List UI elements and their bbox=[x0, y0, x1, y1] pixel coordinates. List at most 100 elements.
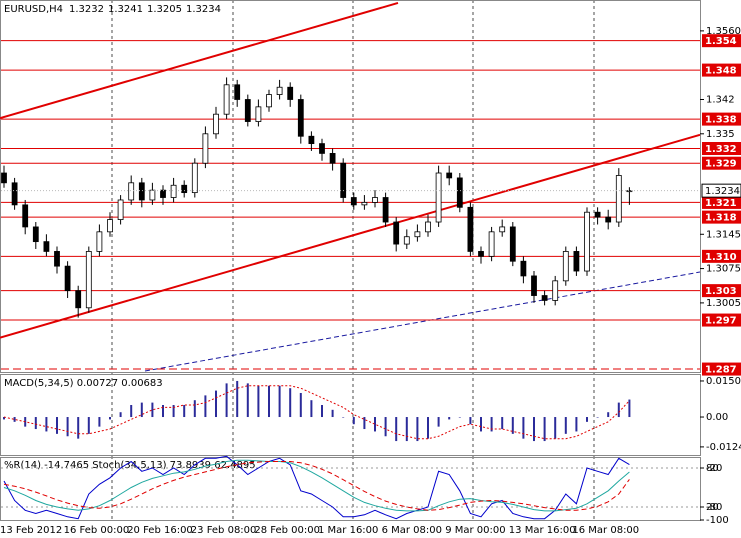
indicator-line bbox=[3, 455, 630, 520]
x-tick-label: 20 Feb 16:00 bbox=[127, 525, 193, 536]
macd-bar bbox=[628, 399, 631, 418]
candle-body bbox=[562, 251, 569, 282]
macd-bar bbox=[151, 402, 154, 418]
candle-body bbox=[350, 197, 357, 206]
candle-body bbox=[244, 99, 251, 122]
high-value: 1.3241 bbox=[108, 4, 143, 15]
y-tick-label: -100 bbox=[706, 515, 729, 526]
candle-body bbox=[170, 184, 177, 198]
candle-body bbox=[223, 84, 230, 115]
y-tick-label: -0.01243 bbox=[706, 442, 741, 453]
candle-body bbox=[340, 162, 347, 198]
macd-bar bbox=[607, 412, 610, 418]
macd-bar bbox=[395, 417, 398, 442]
macd-bar bbox=[34, 417, 37, 430]
macd-bar bbox=[511, 417, 514, 434]
symbol: EURUSD,H4 bbox=[4, 4, 63, 15]
x-tick-label: 16 Feb 00:00 bbox=[64, 525, 130, 536]
x-tick-label: 13 Mar 16:00 bbox=[509, 525, 576, 536]
candle-body bbox=[96, 231, 103, 252]
candle-body bbox=[594, 211, 601, 218]
price-level-box bbox=[702, 34, 741, 48]
candle-body bbox=[255, 106, 262, 122]
price-level-box bbox=[702, 313, 741, 327]
macd-bar bbox=[45, 417, 48, 432]
macd-bar bbox=[437, 417, 440, 427]
price-level-box bbox=[702, 63, 741, 77]
candle-body bbox=[54, 251, 60, 267]
y-tick-label: 1.3005 bbox=[706, 298, 741, 309]
candle-body bbox=[234, 84, 241, 100]
price-level-box bbox=[702, 142, 741, 156]
y-tick-label: 1.342 bbox=[706, 94, 735, 105]
price-level-label: 1.338 bbox=[705, 115, 737, 126]
macd-bar bbox=[246, 383, 249, 418]
candle-body bbox=[382, 197, 389, 223]
macd-bar bbox=[278, 385, 281, 418]
macd-bar bbox=[575, 417, 578, 432]
last-price-label: 1.3234 bbox=[705, 186, 740, 197]
candle-body bbox=[509, 226, 516, 262]
macd-bar bbox=[109, 417, 111, 420]
macd-bar bbox=[501, 417, 504, 430]
price-level-label: 1.310 bbox=[705, 252, 737, 263]
macd-bar bbox=[321, 405, 323, 418]
candle-body bbox=[297, 99, 304, 137]
price-level-label: 1.318 bbox=[705, 213, 737, 224]
candle-body bbox=[191, 162, 198, 194]
macd-bar bbox=[342, 417, 345, 418]
price-level-box bbox=[702, 156, 741, 170]
candle-body bbox=[213, 113, 219, 135]
close-value: 1.3234 bbox=[186, 4, 221, 15]
candle-body bbox=[446, 172, 453, 179]
candle-body bbox=[573, 251, 580, 272]
candle-body bbox=[85, 251, 92, 309]
candle-body bbox=[138, 182, 145, 201]
macd-bar bbox=[77, 417, 80, 439]
price-level-label: 1.354 bbox=[705, 36, 737, 47]
y-tick-label: -20 bbox=[706, 463, 722, 474]
candle-body bbox=[11, 182, 18, 206]
indicator-line bbox=[3, 459, 630, 512]
price-level-label: 1.297 bbox=[705, 316, 737, 327]
price-level-box bbox=[702, 210, 741, 224]
macd-bar bbox=[87, 417, 90, 434]
candle-body bbox=[584, 211, 590, 272]
macd-bar bbox=[310, 400, 313, 418]
candle-body bbox=[329, 153, 336, 164]
macd-bar bbox=[172, 405, 175, 418]
y-tick-label: 0.00 bbox=[706, 412, 728, 423]
candle-body bbox=[107, 219, 113, 233]
macd-bar bbox=[193, 400, 196, 418]
candle-body bbox=[319, 143, 325, 154]
price-level-label: 1.321 bbox=[705, 198, 737, 209]
macd-bar bbox=[554, 417, 557, 439]
macd-bar bbox=[289, 388, 292, 418]
macd-bar bbox=[533, 417, 535, 442]
macd-bar bbox=[3, 417, 5, 420]
y-tick-label: 20 bbox=[706, 502, 719, 513]
y-tick-label: 1.3145 bbox=[706, 229, 741, 240]
macd-bar bbox=[162, 405, 164, 418]
macd-bar bbox=[225, 383, 228, 418]
macd-bar bbox=[130, 405, 133, 418]
candle-body bbox=[403, 236, 410, 245]
macd-bar bbox=[119, 412, 122, 418]
candle-body bbox=[372, 197, 378, 203]
candle-body bbox=[361, 202, 368, 206]
macd-bar bbox=[384, 417, 387, 437]
x-tick-label: 9 Mar 00:00 bbox=[445, 525, 505, 536]
macd-bar bbox=[617, 402, 620, 418]
candle-body bbox=[22, 204, 29, 228]
macd-bar bbox=[522, 417, 525, 439]
candle-body bbox=[541, 295, 548, 301]
macd-bar bbox=[268, 385, 270, 418]
x-tick-label: 28 Feb 00:00 bbox=[254, 525, 320, 536]
candle-body bbox=[425, 221, 431, 233]
price-level-box bbox=[702, 249, 741, 263]
stoch-title: %R(14) -14.7465 Stoch(34,5,13) 73.8939 6… bbox=[4, 460, 256, 471]
candle-body bbox=[414, 231, 421, 238]
